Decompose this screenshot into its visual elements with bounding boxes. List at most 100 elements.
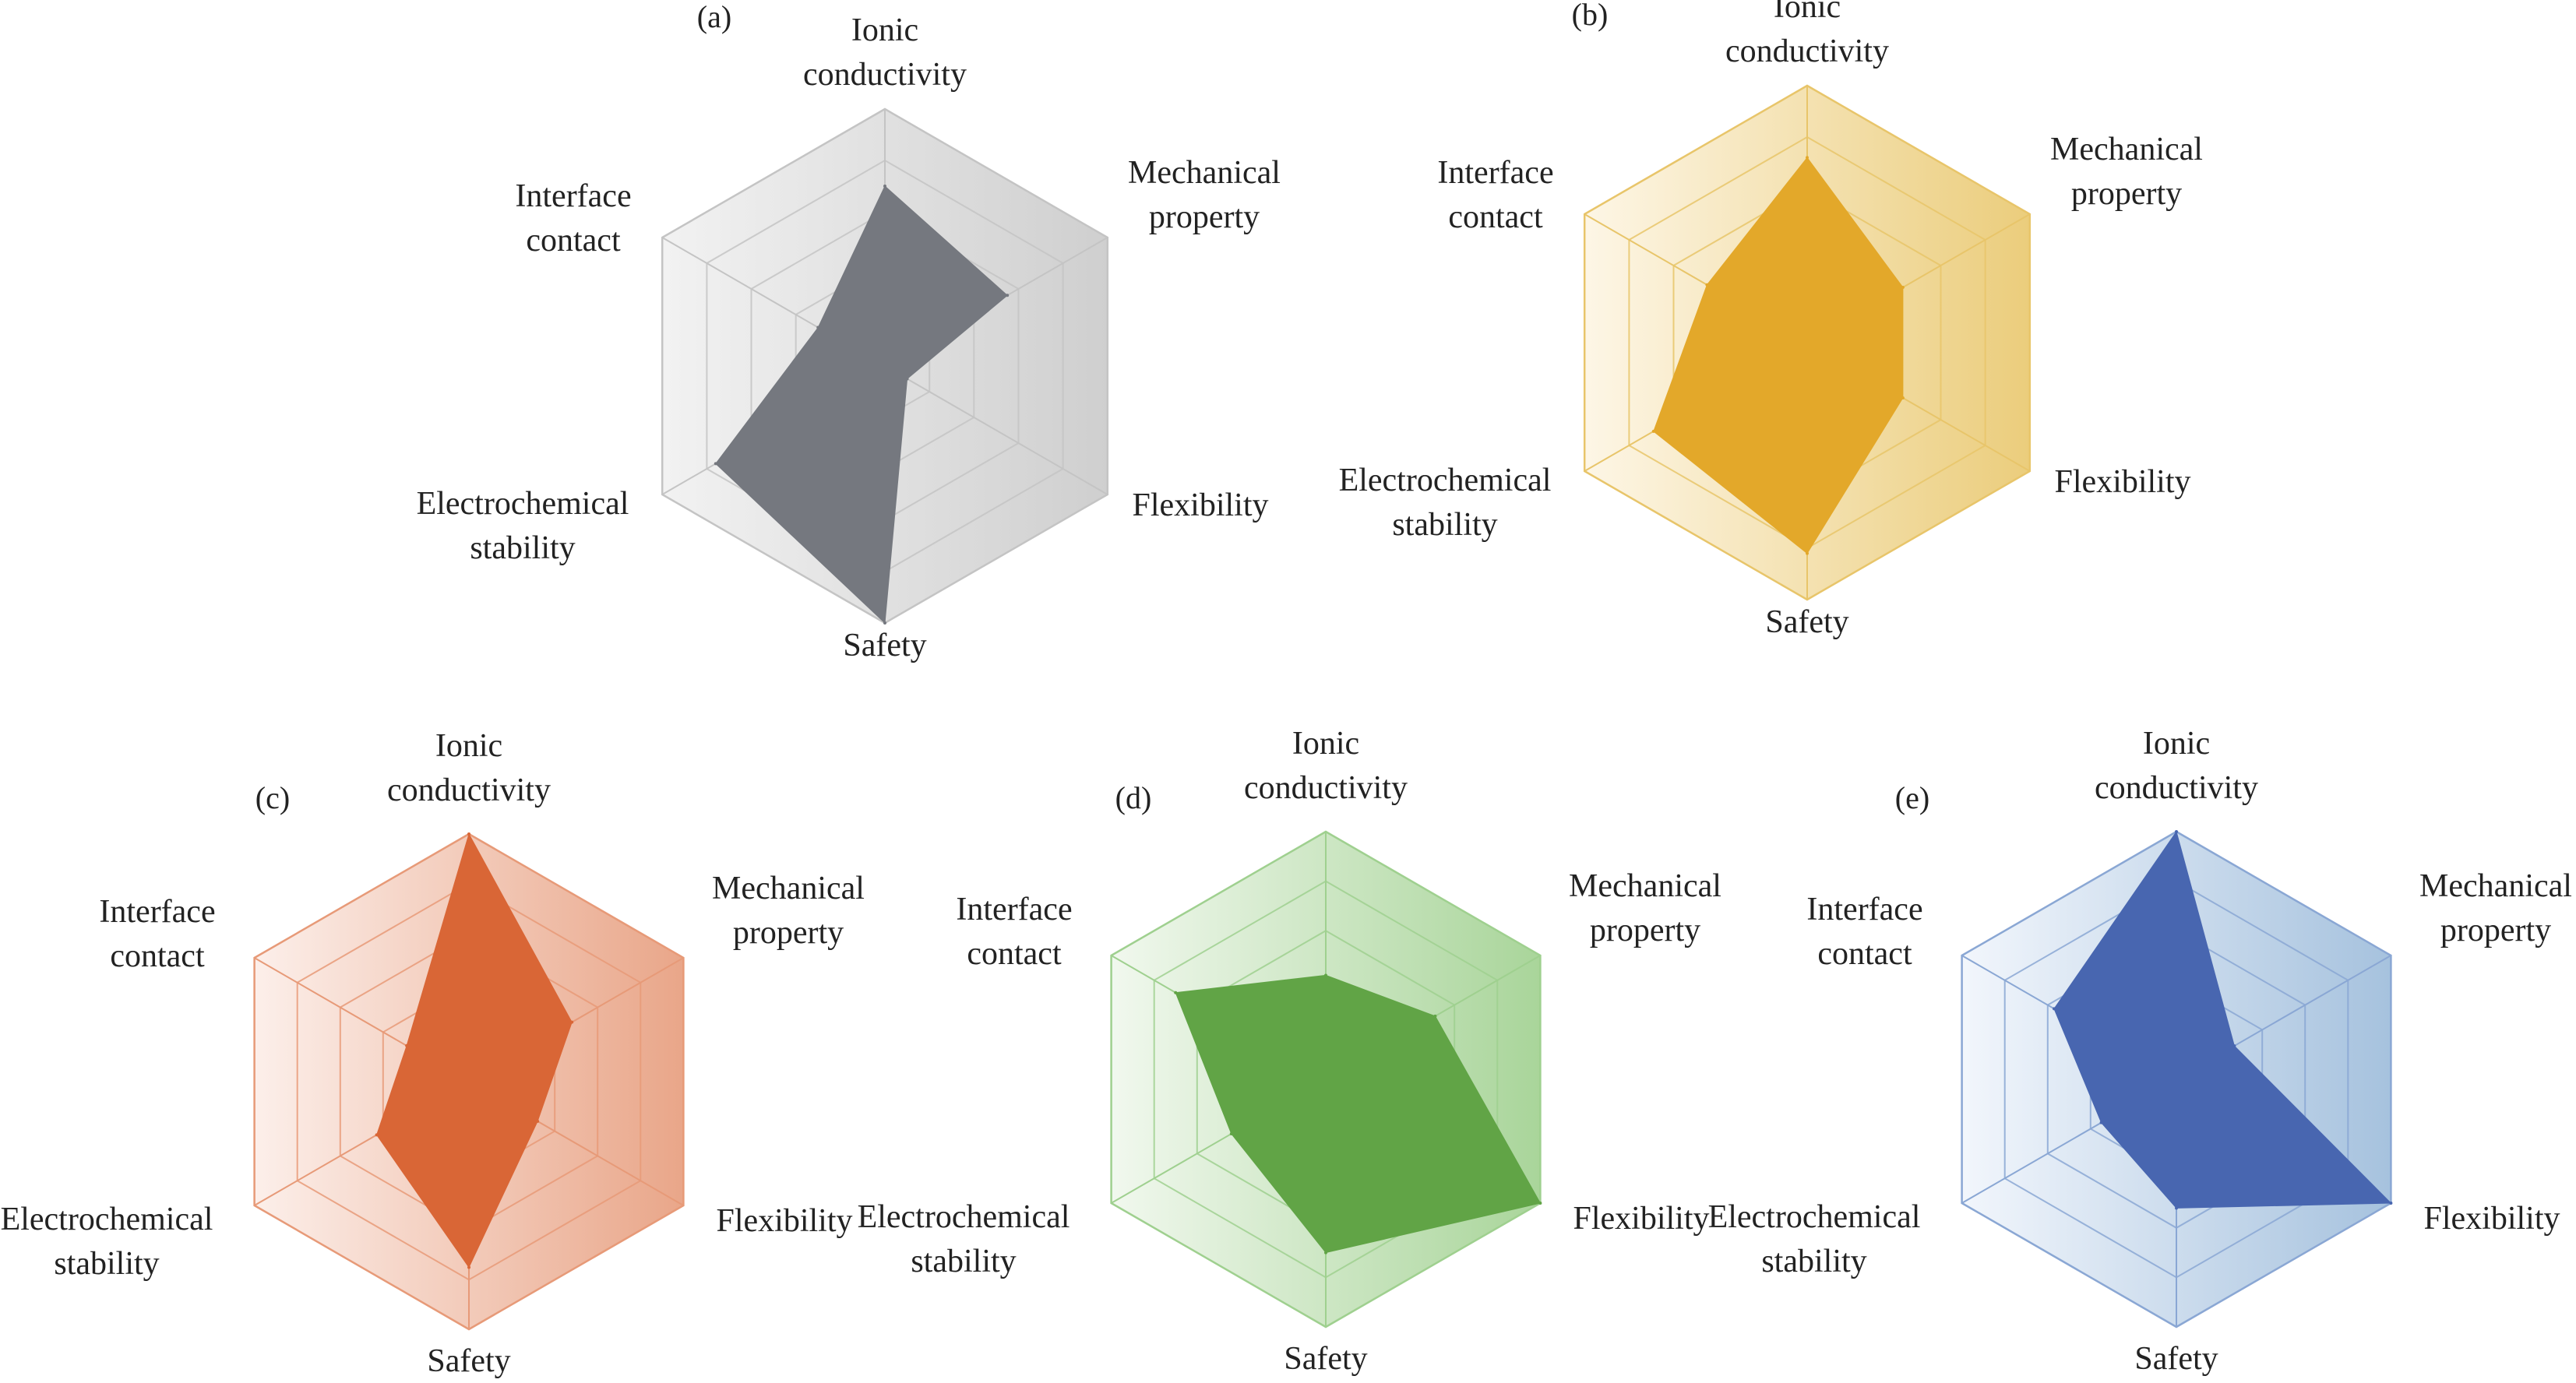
axis-label-line: conductivity <box>803 57 967 93</box>
axis-label-ionic-conductivity: Ionic conductivity <box>803 12 967 93</box>
axis-label-line: conductivity <box>387 772 551 808</box>
panel-label: (c) <box>255 780 290 815</box>
axis-label-line: stability <box>1761 1244 1866 1279</box>
data-point-electrochemical-stability <box>375 1133 379 1137</box>
radar-axis-flexibility <box>884 365 1108 495</box>
radar-chart-b: Ionic conductivity Mechanical property Flexi… <box>1339 0 2203 640</box>
data-point-interface-contact <box>1174 991 1178 994</box>
axis-label-line: Electrochemical <box>1 1202 213 1237</box>
axis-label-line: contact <box>1448 199 1543 235</box>
axis-label-mechanical-property: Mechanical property <box>2050 132 2203 212</box>
axis-label-safety: Safety <box>843 628 926 663</box>
axis-label-line: property <box>2071 176 2182 212</box>
axis-label-interface-contact: Interface contact <box>515 178 631 259</box>
data-point-mechanical-property <box>570 1020 574 1024</box>
data-point-interface-contact <box>405 1043 409 1047</box>
axis-label-line: contact <box>526 223 621 259</box>
axis-label-ionic-conductivity: Ionic conductivity <box>1725 0 1889 69</box>
axis-label-line: stability <box>911 1244 1016 1279</box>
data-point-safety <box>1324 1251 1327 1255</box>
axis-label-ionic-conductivity: Ionic conductivity <box>1244 726 1408 806</box>
axis-label-line: Flexibility <box>2423 1201 2560 1237</box>
data-point-electrochemical-stability <box>714 462 717 466</box>
axis-label-line: contact <box>967 936 1062 972</box>
axis-label-electrochemical-stability: Electrochemical stability <box>1 1202 213 1282</box>
data-point-safety <box>1806 551 1809 555</box>
axis-label-line: Flexibility <box>1573 1201 1709 1237</box>
axis-label-line: Interface <box>515 178 631 214</box>
axis-label-line: Flexibility <box>716 1203 852 1239</box>
axis-label-electrochemical-stability: Electrochemical stability <box>858 1199 1070 1279</box>
data-point-ionic-conductivity <box>2175 830 2178 833</box>
axis-label-line: Ionic <box>435 728 502 764</box>
axis-label-line: Interface <box>956 892 1072 927</box>
axis-label-line: stability <box>470 530 575 566</box>
axis-label-ionic-conductivity: Ionic conductivity <box>387 728 551 808</box>
axis-label-line: property <box>2440 913 2551 948</box>
axis-label-interface-contact: Interface contact <box>1806 892 1922 972</box>
axis-label-line: contact <box>1817 936 1912 972</box>
panel-label: (d) <box>1115 780 1152 815</box>
data-point-flexibility <box>1538 1202 1542 1205</box>
axis-label-line: Ionic <box>1292 726 1359 762</box>
axis-label-line: Electrochemical <box>417 486 629 522</box>
axis-label-ionic-conductivity: Ionic conductivity <box>2095 726 2258 806</box>
axis-label-line: property <box>1149 199 1260 235</box>
axis-label-safety: Safety <box>2134 1341 2218 1377</box>
axis-label-line: Mechanical <box>712 871 865 906</box>
axis-label-line: Electrochemical <box>858 1199 1070 1235</box>
axis-label-line: Safety <box>1284 1341 1367 1377</box>
data-point-ionic-conductivity <box>883 185 886 188</box>
axis-label-line: Mechanical <box>2419 868 2572 904</box>
axis-label-line: Ionic <box>851 12 918 48</box>
axis-label-line: Flexibility <box>1132 487 1268 523</box>
axis-label-flexibility: Flexibility <box>2054 464 2190 500</box>
axis-label-line: stability <box>54 1246 159 1282</box>
axis-label-flexibility: Flexibility <box>1132 487 1268 523</box>
axis-label-line: Electrochemical <box>1708 1199 1921 1235</box>
axis-label-line: conductivity <box>1244 770 1408 806</box>
axis-label-line: stability <box>1392 507 1497 543</box>
data-point-electrochemical-stability <box>2099 1121 2103 1124</box>
axis-label-line: Mechanical <box>2050 132 2203 167</box>
axis-label-flexibility: Flexibility <box>716 1203 852 1239</box>
data-point-ionic-conductivity <box>467 832 470 836</box>
radar-chart-c: Ionic conductivity Mechanical property Flexi… <box>1 728 865 1379</box>
panel-label: (e) <box>1895 780 1929 815</box>
axis-label-electrochemical-stability: Electrochemical stability <box>1708 1199 1921 1279</box>
data-point-flexibility <box>536 1119 540 1123</box>
axis-label-electrochemical-stability: Electrochemical stability <box>1339 463 1552 543</box>
data-point-safety <box>2175 1206 2178 1210</box>
axis-label-interface-contact: Interface contact <box>1437 155 1553 235</box>
axis-label-line: conductivity <box>2095 770 2258 806</box>
data-point-interface-contact <box>816 326 820 329</box>
axis-label-line: Safety <box>843 628 926 663</box>
data-point-electrochemical-stability <box>1651 429 1655 433</box>
data-point-safety <box>467 1265 470 1269</box>
data-point-interface-contact <box>1705 283 1709 287</box>
axis-label-line: Ionic <box>1774 0 1841 25</box>
data-point-mechanical-property <box>1006 294 1010 297</box>
radar-chart-d: Ionic conductivity Mechanical property Flexi… <box>858 726 1721 1377</box>
axis-label-mechanical-property: Mechanical property <box>712 871 865 951</box>
data-point-flexibility <box>2389 1202 2393 1205</box>
axis-label-mechanical-property: Mechanical property <box>1128 155 1281 235</box>
axis-label-line: Interface <box>1806 892 1922 927</box>
axis-label-safety: Safety <box>1284 1341 1367 1377</box>
axis-label-line: Interface <box>99 894 215 930</box>
axis-label-line: Electrochemical <box>1339 463 1552 498</box>
axis-label-line: Safety <box>2134 1341 2218 1377</box>
axis-label-line: property <box>733 915 844 951</box>
axis-label-safety: Safety <box>1765 604 1848 640</box>
data-point-flexibility <box>905 377 909 381</box>
data-point-mechanical-property <box>1901 286 1905 290</box>
radar-chart-e: Ionic conductivity Mechanical property Flexi… <box>1708 726 2572 1377</box>
axis-label-line: Flexibility <box>2054 464 2190 500</box>
axis-label-line: Safety <box>427 1343 510 1379</box>
axis-label-electrochemical-stability: Electrochemical stability <box>417 486 629 566</box>
data-point-ionic-conductivity <box>1806 156 1809 160</box>
data-point-mechanical-property <box>2232 1044 2236 1048</box>
axis-label-line: Mechanical <box>1128 155 1281 191</box>
axis-label-interface-contact: Interface contact <box>956 892 1072 972</box>
data-point-safety <box>883 621 886 625</box>
